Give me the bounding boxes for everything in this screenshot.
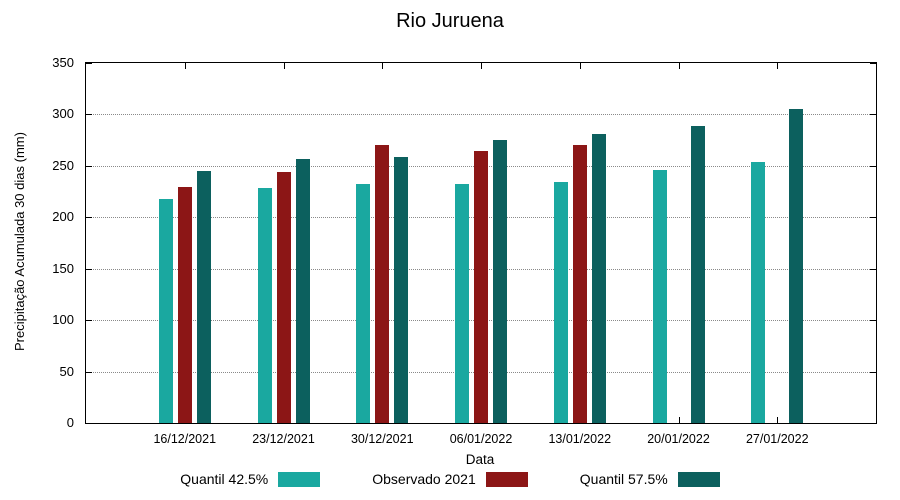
bar [455,184,469,423]
y-tick-mark-left [86,63,92,64]
x-tick-mark-top [579,63,581,69]
bar [591,133,606,423]
y-tick-label: 250 [52,157,74,173]
y-tick-label: 150 [52,260,74,276]
bar [690,125,705,423]
bar [751,161,766,423]
x-tick-label: 23/12/2021 [252,432,315,446]
legend-label: Observado 2021 [372,471,476,487]
x-tick-label: 20/01/2022 [647,432,710,446]
bar [177,187,192,423]
legend-item-quantil-57-5: Quantil 57.5% [580,471,720,487]
y-tick-label: 350 [52,55,74,70]
bar [356,184,371,423]
y-tick-mark-right [870,217,876,219]
bar [276,172,291,423]
legend-item-quantil-42-5: Quantil 42.5% [180,471,321,487]
x-tick-label: 06/01/2022 [449,432,513,446]
legend: Quantil 42.5% Observado 2021 Quantil 57.… [0,471,900,487]
y-tick-mark-right [870,320,876,322]
y-tick-mark-right [870,114,876,116]
legend-swatch-observado-2021 [485,471,528,487]
x-tick-label: 30/12/2021 [350,432,414,446]
y-tick-mark-left [86,268,92,270]
legend-swatch-quantil-42-5 [278,471,321,487]
bar [158,198,173,423]
y-tick-mark-left [86,217,92,219]
bar [196,171,211,423]
bar [375,145,390,423]
x-tick-label: 27/01/2022 [745,432,809,446]
y-tick-label: 200 [52,209,74,225]
y-tick-mark-right [870,268,876,270]
bar [257,188,272,423]
legend-label: Quantil 57.5% [579,471,668,487]
y-tick-mark-right [870,165,876,167]
x-tick-mark-top [481,63,482,69]
legend-item-observado-2021: Observado 2021 [372,471,528,487]
x-tick-label: 13/01/2022 [548,432,612,446]
x-tick-mark-top [382,63,384,69]
y-tick-label: 100 [52,312,74,328]
bar [553,182,568,423]
x-tick-mark-top [283,63,285,69]
y-tick-mark-right [870,371,876,373]
y-tick-mark-left [86,423,92,424]
x-tick-mark-top [678,63,680,69]
bar [474,151,488,423]
y-tick-label: 0 [66,415,74,430]
bar [572,145,587,423]
plot-area: 0 50 100 150 200 250 300 350 16/12/2021 23/12/202… [52,55,877,446]
x-tick-mark-bottom [777,417,779,423]
x-tick-label: 16/12/2021 [153,432,217,446]
bar [652,169,667,423]
legend-label: Quantil 42.5% [180,471,269,487]
y-tick-mark-right [870,423,876,424]
y-tick-label: 50 [59,363,74,379]
y-tick-mark-left [86,165,92,167]
chart-title: Rio Juruena [396,10,504,32]
y-tick-label: 300 [52,106,74,122]
x-tick-mark-top [184,63,186,69]
gridline [86,114,876,116]
bar [789,109,804,423]
x-tick-mark-top [777,63,779,69]
bar [493,140,507,423]
y-tick-mark-right [870,63,876,64]
y-tick-mark-left [86,371,92,373]
y-tick-mark-left [86,320,92,322]
x-tick-mark-bottom [678,417,680,423]
x-axis-label: Data [465,452,495,467]
bar [295,158,310,423]
y-tick-mark-left [86,114,92,116]
bar [394,156,409,423]
legend-swatch-quantil-57-5 [677,471,720,487]
